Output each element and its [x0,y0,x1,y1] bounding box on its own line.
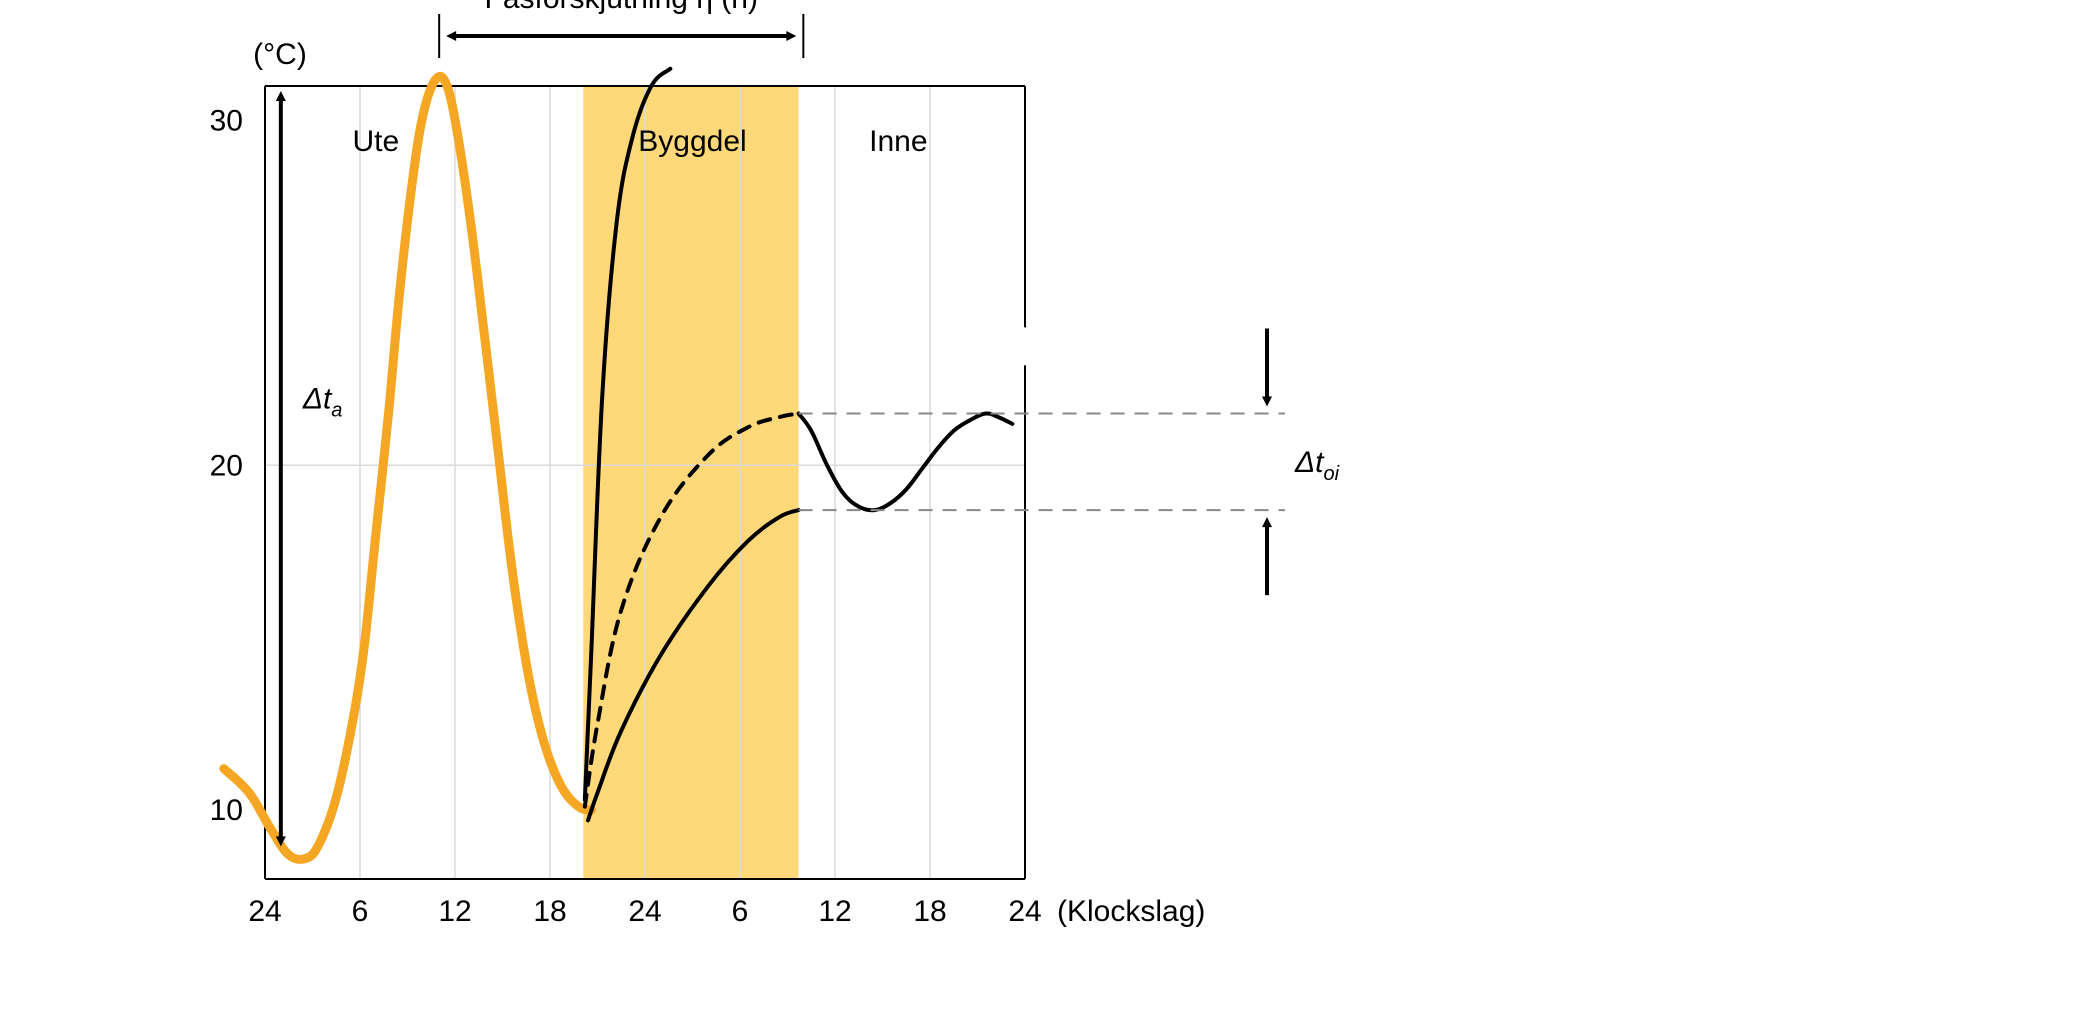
region-label-ute: Ute [352,125,399,158]
x-tick-label: 24 [1008,895,1041,928]
x-tick-label: 12 [818,895,851,928]
x-tick-label: 6 [352,895,369,928]
region-label-inne: Inne [869,125,927,158]
x-tick-label: 12 [438,895,471,928]
x-axis-unit: (Klockslag) [1057,895,1205,928]
x-tick-label: 18 [913,895,946,928]
x-tick-label: 24 [628,895,661,928]
byggdel-region [583,86,798,879]
region-label-byggdel: Byggdel [638,125,746,158]
x-tick-label: 6 [732,895,749,928]
y-tick-label: 20 [210,449,243,482]
y-tick-label: 30 [210,104,243,137]
y-axis-unit: (°C) [253,38,307,71]
x-tick-label: 18 [533,895,566,928]
x-tick-label: 24 [248,895,281,928]
y-tick-label: 10 [210,794,243,827]
phase-shift-label: Fasförskjutning η (h) [485,0,758,15]
